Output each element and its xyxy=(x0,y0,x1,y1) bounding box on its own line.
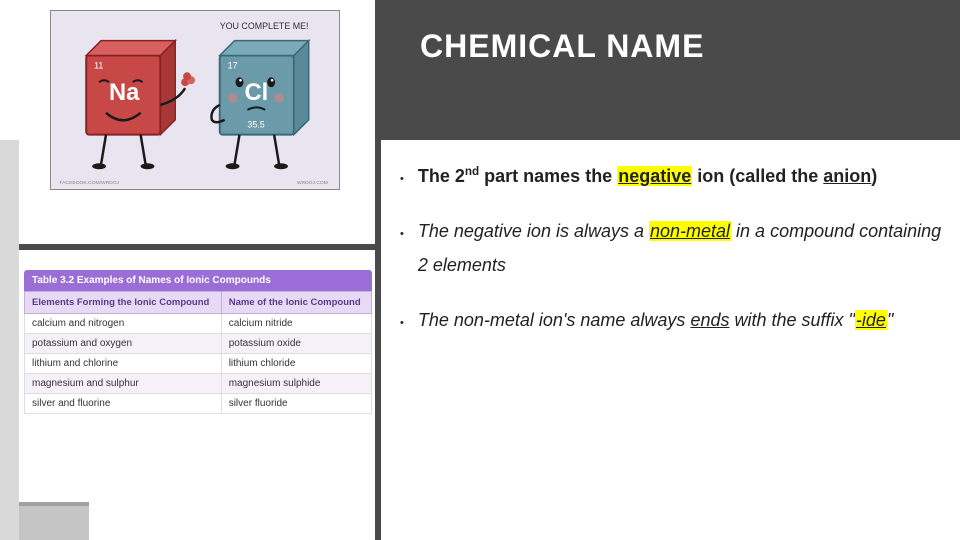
bullet-item: •The non-metal ion's name always ends wi… xyxy=(400,304,945,337)
svg-text:FACEBOOK.COM/WRDOJ: FACEBOOK.COM/WRDOJ xyxy=(60,180,120,186)
table-row: lithium and chlorinelithium chloride xyxy=(25,354,372,374)
table-header-cell: Name of the Ionic Compound xyxy=(221,292,371,314)
svg-text:11: 11 xyxy=(94,60,103,70)
bullet-item: •The negative ion is always a non-metal … xyxy=(400,215,945,282)
svg-text:WRDOJ.COM: WRDOJ.COM xyxy=(297,180,328,186)
left-gray-strip xyxy=(0,140,19,540)
cartoon-image: YOU COMPLETE ME! 11 Na xyxy=(50,10,340,190)
table-row: silver and fluorinesilver fluoride xyxy=(25,394,372,414)
content-area: •The 2nd part names the negative ion (ca… xyxy=(400,160,945,359)
horizontal-divider xyxy=(19,244,375,250)
speech-text: YOU COMPLETE ME! xyxy=(220,21,309,31)
svg-text:35.5: 35.5 xyxy=(247,120,264,130)
svg-text:17: 17 xyxy=(228,60,238,70)
bullet-item: •The 2nd part names the negative ion (ca… xyxy=(400,160,945,193)
footer-accent-block xyxy=(19,502,89,540)
table-header-cell: Elements Forming the Ionic Compound xyxy=(25,292,222,314)
table-row: calcium and nitrogencalcium nitride xyxy=(25,314,372,334)
slide-title: CHEMICAL NAME xyxy=(420,28,704,65)
table-row: magnesium and sulphurmagnesium sulphide xyxy=(25,374,372,394)
vertical-divider xyxy=(375,140,381,540)
table-caption: Table 3.2 Examples of Names of Ionic Com… xyxy=(24,270,372,291)
ionic-compounds-table: Table 3.2 Examples of Names of Ionic Com… xyxy=(24,270,372,414)
svg-text:Cl: Cl xyxy=(244,80,268,106)
svg-text:Na: Na xyxy=(109,80,140,106)
table-row: potassium and oxygenpotassium oxide xyxy=(25,334,372,354)
